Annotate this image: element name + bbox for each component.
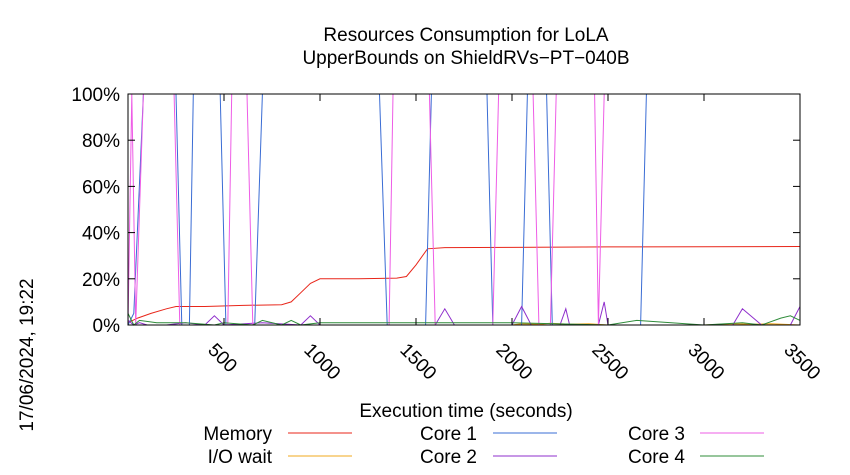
- x-tick-label: 2000: [491, 340, 536, 385]
- x-tick-label: 1500: [395, 340, 440, 385]
- axes-layer: 0% 20% 40% 60% 80% 100% 500 1000 1500 2000 2500 300…: [71, 85, 824, 384]
- legend-label: Core 2: [420, 447, 477, 468]
- series-line-memory: [127, 246, 801, 324]
- x-tick-label: 500: [203, 340, 240, 377]
- x-axis-label: Execution time (seconds): [359, 401, 572, 422]
- series-line-core-3: [127, 93, 800, 326]
- series-line-core-4: [127, 313, 801, 326]
- y-tick-label: 0%: [93, 316, 121, 337]
- plot-frame: [127, 93, 801, 326]
- y-tick-label: 100%: [71, 85, 120, 106]
- x-tick-label: 1000: [299, 340, 344, 385]
- series-layer: [127, 93, 801, 326]
- y-tick-label: 60%: [82, 177, 120, 198]
- legend-label: Core 1: [420, 424, 477, 445]
- legend-label: I/O wait: [208, 447, 273, 468]
- chart-title: Resources Consumption for LoLA: [323, 25, 608, 46]
- y-tick-label: 80%: [82, 131, 120, 152]
- timestamp-label: 17/06/2024, 19:22: [17, 278, 38, 431]
- y-tick-label: 40%: [82, 224, 120, 245]
- x-tick-label: 3000: [683, 340, 728, 385]
- legend-label: Core 3: [628, 424, 685, 445]
- x-tick-label: 2500: [587, 340, 632, 385]
- legend-label: Core 4: [628, 447, 685, 468]
- chart-subtitle: UpperBounds on ShieldRVs−PT−040B: [302, 48, 629, 69]
- y-tick-label: 20%: [82, 270, 120, 291]
- x-tick-label: 3500: [779, 340, 824, 385]
- legend-label: Memory: [203, 424, 272, 445]
